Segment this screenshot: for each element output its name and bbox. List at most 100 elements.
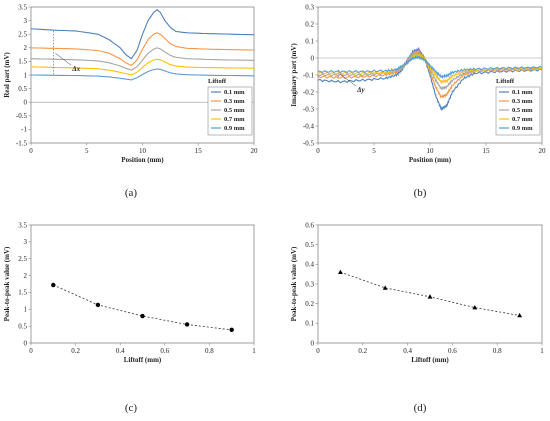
x-tick-label: 0.6 bbox=[448, 347, 457, 355]
y-tick-label: 3.5 bbox=[18, 221, 27, 229]
data-point bbox=[95, 302, 101, 308]
panel-caption: (d) bbox=[414, 402, 427, 414]
y-tick-label: -1.5 bbox=[16, 139, 28, 147]
y-tick-label: 0.1 bbox=[305, 37, 314, 45]
legend-entry: 0.5 mm bbox=[224, 107, 245, 114]
trend-line bbox=[53, 284, 232, 331]
plot-area bbox=[317, 224, 543, 344]
x-tick-label: 0 bbox=[29, 347, 33, 355]
x-tick-label: 15 bbox=[483, 147, 491, 155]
legend-entry: 0.9 mm bbox=[512, 125, 533, 132]
panel-3: 0 0.5 1 1.5 2 2.5 3 3.5 0 0.2 0.4 0.6 0.8 1 Liftoff (m… bbox=[3, 221, 256, 414]
x-axis-label: Position (mm) bbox=[121, 156, 164, 164]
y-tick-label: 0 bbox=[24, 99, 28, 107]
y-tick-label: 0.4 bbox=[305, 261, 314, 269]
y-tick-label: 0 bbox=[311, 339, 315, 347]
data-point bbox=[338, 269, 343, 274]
x-tick-label: 0 bbox=[316, 147, 320, 155]
data-point bbox=[51, 282, 56, 288]
y-tick-label: 1.5 bbox=[18, 289, 27, 297]
legend: Liftoff 0.1 mm 0.3 mm 0.5 mm 0.7 mm 0.9 mm bbox=[207, 78, 253, 136]
y-tick-label: 0 bbox=[24, 339, 28, 347]
y-tick-label: 0.3 bbox=[305, 280, 314, 288]
x-tick-label: 0.6 bbox=[160, 347, 169, 355]
panel-4: 0 0.1 0.2 0.3 0.4 0.5 0.6 0 0.2 0.4 0.6 0.8 1 Liftoff… bbox=[290, 221, 544, 414]
series-line-0_3-mm bbox=[30, 32, 255, 67]
annotation-label: Δx bbox=[71, 65, 80, 73]
y-tick-label: 1.5 bbox=[18, 58, 27, 66]
x-axis-label: Liftoff (mm) bbox=[124, 356, 162, 364]
data-point bbox=[184, 322, 190, 327]
legend-entry: 0.1 mm bbox=[512, 89, 533, 96]
data-point bbox=[229, 327, 234, 333]
x-tick-label: 20 bbox=[251, 147, 259, 155]
y-tick-label: 0.2 bbox=[305, 20, 314, 28]
y-tick-label: 0.1 bbox=[305, 320, 314, 328]
y-tick-label: -0.4 bbox=[303, 122, 315, 130]
x-tick-label: 0 bbox=[29, 147, 33, 155]
trend-line bbox=[340, 271, 520, 316]
legend-entry: 0.9 mm bbox=[224, 125, 245, 132]
panel-caption: (a) bbox=[125, 187, 138, 199]
series-line-0_5-mm bbox=[30, 47, 254, 71]
panel-caption: (b) bbox=[414, 187, 427, 199]
y-tick-label: 0.5 bbox=[18, 322, 27, 330]
y-axis-label: Real part (mV) bbox=[3, 52, 11, 98]
y-tick-label: -0.1 bbox=[303, 71, 315, 79]
y-tick-label: 3 bbox=[24, 17, 28, 25]
x-tick-label: 10 bbox=[139, 147, 147, 155]
y-tick-label: 3 bbox=[24, 238, 28, 246]
x-tick-label: 0.4 bbox=[403, 347, 412, 355]
y-tick-label: -0.5 bbox=[303, 139, 315, 147]
y-axis-label: Peak-to-peak value (mV) bbox=[290, 246, 298, 321]
data-point bbox=[382, 285, 388, 290]
series-line-0_1-mm bbox=[317, 46, 543, 112]
y-tick-label: 1 bbox=[24, 306, 28, 314]
x-tick-label: 10 bbox=[427, 147, 435, 155]
annotation-leader bbox=[340, 73, 357, 87]
y-tick-label: 1 bbox=[24, 71, 28, 79]
x-tick-label: 5 bbox=[85, 147, 89, 155]
series-line-0_7-mm bbox=[30, 58, 254, 76]
y-tick-label: 3.5 bbox=[18, 3, 27, 11]
y-axis-label: Peak-to-peak value (mV) bbox=[3, 246, 11, 321]
x-tick-label: 20 bbox=[539, 147, 547, 155]
annotation-leader bbox=[55, 53, 72, 66]
y-tick-label: 2.5 bbox=[18, 255, 27, 263]
x-tick-label: 5 bbox=[372, 147, 376, 155]
y-axis-label: Imaginary part (mV) bbox=[290, 43, 298, 107]
legend-box bbox=[207, 86, 253, 136]
legend-entry: 0.5 mm bbox=[512, 107, 533, 114]
series-line-0_9-mm bbox=[317, 54, 543, 80]
data-point bbox=[140, 313, 145, 319]
legend-title: Liftoff bbox=[496, 78, 515, 85]
legend-entry: 0.1 mm bbox=[224, 89, 245, 96]
x-tick-label: 1 bbox=[252, 347, 256, 355]
panel-1: -1.5 -1 -0.5 0 0.5 1 1.5 2 2.5 3 3.5 0 5 10 15 20 Positi… bbox=[3, 3, 258, 199]
y-tick-label: -0.5 bbox=[16, 112, 28, 120]
y-tick-label: 0 bbox=[311, 54, 315, 62]
panel-caption: (c) bbox=[125, 402, 138, 414]
legend-title: Liftoff bbox=[208, 78, 227, 85]
x-tick-label: 0.8 bbox=[493, 347, 502, 355]
y-tick-label: -1 bbox=[21, 126, 27, 134]
x-tick-label: 0 bbox=[316, 347, 320, 355]
x-axis-label: Liftoff (mm) bbox=[411, 356, 449, 364]
data-point bbox=[427, 294, 433, 299]
x-axis-label: Position (mm) bbox=[409, 156, 452, 164]
y-tick-label: -0.3 bbox=[303, 105, 315, 113]
data-point bbox=[472, 305, 478, 310]
legend-entry: 0.3 mm bbox=[512, 98, 533, 105]
legend-entry: 0.7 mm bbox=[224, 116, 245, 123]
panel-2: -0.5 -0.4 -0.3 -0.2 -0.1 0 0.1 0.2 0.3 0 5 10 15 20 Po… bbox=[290, 3, 546, 199]
data-point bbox=[517, 312, 522, 318]
x-tick-label: 15 bbox=[195, 147, 203, 155]
x-tick-label: 1 bbox=[540, 347, 544, 355]
y-tick-label: 2 bbox=[24, 44, 28, 52]
y-tick-label: 2 bbox=[24, 272, 28, 280]
y-tick-label: 0.2 bbox=[305, 300, 314, 308]
plot-area bbox=[30, 224, 255, 344]
legend: Liftoff 0.1 mm 0.3 mm 0.5 mm 0.7 mm 0.9 mm bbox=[495, 78, 541, 136]
x-tick-label: 0.2 bbox=[71, 347, 80, 355]
